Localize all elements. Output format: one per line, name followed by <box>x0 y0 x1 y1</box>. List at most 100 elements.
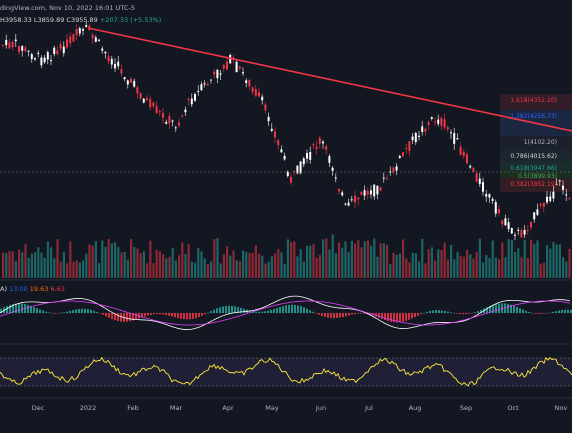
candle-body <box>133 80 136 87</box>
candle-body <box>562 185 564 190</box>
fib-zone <box>500 150 572 162</box>
candle-body <box>315 146 318 150</box>
volume-bar <box>286 239 289 278</box>
candle-body <box>69 36 72 44</box>
volume-bar <box>562 257 565 278</box>
candle-body <box>85 25 88 28</box>
volume-bar <box>318 255 321 278</box>
volume-bar <box>133 246 136 278</box>
volume-bar <box>181 242 184 278</box>
macd-histogram-bar <box>255 311 257 313</box>
candle-body <box>302 158 305 165</box>
candle-body <box>120 69 123 74</box>
fib-zone <box>500 136 572 150</box>
candle-body <box>37 52 40 54</box>
volume-bar <box>213 239 216 278</box>
volume-bar <box>424 263 427 278</box>
x-label-oct: Oct <box>507 404 519 412</box>
candle-body <box>354 195 356 203</box>
volume-bar <box>539 263 542 278</box>
macd-histogram-bar <box>339 313 341 318</box>
macd-histogram-bar <box>426 311 428 313</box>
candle-body <box>462 152 465 157</box>
macd-histogram-bar <box>39 309 41 313</box>
candle-body <box>238 66 241 69</box>
volume-bar <box>235 260 238 278</box>
volume-bar <box>472 258 475 278</box>
x-label-may: May <box>265 404 279 412</box>
volume-bar <box>72 261 75 278</box>
macd-histogram-bar <box>258 311 260 313</box>
macd-histogram-bar <box>81 308 83 313</box>
fib-label-0382: 0.382(3852.19) <box>510 181 557 188</box>
macd-histogram-bar <box>561 310 563 313</box>
volume-bar <box>277 249 280 278</box>
candle-body <box>162 113 164 118</box>
volume-bar <box>107 238 110 278</box>
candle-body <box>110 58 113 65</box>
volume-bar <box>354 243 357 278</box>
volume-bar <box>114 242 117 278</box>
x-label-sep: Sep <box>459 404 473 412</box>
volume-bar <box>363 241 366 278</box>
macd-histogram-bar <box>486 307 488 313</box>
macd-histogram-bar <box>75 309 77 313</box>
candle-body <box>235 61 238 73</box>
macd-histogram-bar <box>462 313 464 315</box>
x-label-dec: Dec <box>31 404 45 412</box>
candle-body <box>552 191 555 199</box>
volume-bar <box>216 238 219 278</box>
volume-bar <box>226 246 229 278</box>
macd-histogram-bar <box>567 309 569 313</box>
candle-body <box>126 80 129 85</box>
candle-body <box>94 37 97 42</box>
candle-body <box>283 155 286 160</box>
candle-body <box>168 116 171 124</box>
volume-bar <box>50 247 53 278</box>
macd-signal-line <box>0 300 571 326</box>
volume-bar <box>123 251 126 278</box>
macd-histogram-bar <box>57 313 59 314</box>
macd-histogram-bar <box>261 311 263 313</box>
macd-histogram-bar <box>153 313 155 315</box>
candle-body <box>72 34 75 42</box>
macd-histogram-bar <box>15 303 17 313</box>
candle-body <box>270 128 273 131</box>
x-label-mar: Mar <box>169 404 183 412</box>
macd-histogram-bar <box>33 307 35 313</box>
candle-body <box>114 63 116 69</box>
volume-bar <box>526 257 529 278</box>
x-label-jul: Jul <box>365 404 373 412</box>
candle-body <box>389 171 392 173</box>
macd-histogram-bar <box>465 313 467 315</box>
volume-bar <box>370 245 373 278</box>
candle-body <box>296 165 299 174</box>
candle-body <box>130 78 132 83</box>
trendline[interactable] <box>87 27 572 132</box>
candle-body <box>146 98 148 100</box>
candle-body <box>264 104 267 111</box>
candle-body <box>56 50 59 55</box>
candle-body <box>306 153 308 159</box>
macd-histogram-bar <box>396 313 398 323</box>
volume-bar <box>171 247 174 278</box>
volume-bar <box>446 259 449 278</box>
macd-histogram-bar <box>492 304 494 313</box>
macd-histogram-bar <box>555 311 557 313</box>
candle-body <box>504 218 507 226</box>
macd-histogram-bar <box>303 307 305 313</box>
candle-body <box>542 202 545 207</box>
volume-bar <box>261 255 264 278</box>
candle-body <box>27 50 30 52</box>
volume-bar <box>517 248 520 278</box>
candle-body <box>155 106 158 114</box>
volume-bar <box>389 263 392 278</box>
volume-bar <box>152 263 155 278</box>
macd-histogram-bar <box>342 313 344 317</box>
macd-histogram-bar <box>528 311 530 313</box>
fibonacci-zones <box>500 94 572 192</box>
volume-bar <box>536 240 539 278</box>
volume-bar <box>158 251 161 278</box>
candle-body <box>251 87 254 93</box>
